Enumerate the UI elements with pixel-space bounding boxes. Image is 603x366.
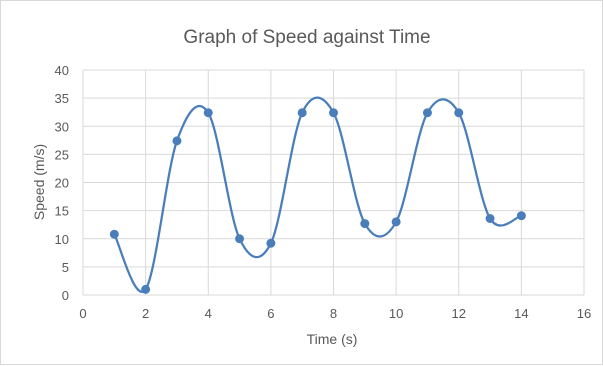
data-point [329,108,338,118]
data-point [297,108,307,118]
data-point [454,108,464,118]
x-tick-label: 16 [577,306,591,321]
data-point [360,219,370,229]
data-point [172,136,182,146]
x-axis-ticks: 0 2 4 6 8 10 12 14 16 [79,306,591,321]
y-tick-label: 20 [55,176,69,191]
y-tick-label: 40 [55,63,69,78]
x-tick-label: 0 [79,306,86,321]
y-tick-label: 30 [55,119,69,134]
data-points [109,108,526,294]
data-point [235,234,245,244]
x-tick-label: 4 [205,306,212,321]
x-tick-label: 8 [330,306,337,321]
chart-title: Graph of Speed against Time [183,27,430,48]
y-tick-label: 15 [55,204,69,219]
y-tick-label: 35 [55,91,69,106]
gridlines [82,69,585,296]
y-tick-label: 5 [62,260,69,275]
data-point [141,284,151,294]
data-point [516,211,526,221]
x-axis-title: Time (s) [307,331,358,347]
data-point [422,108,432,118]
y-tick-label: 25 [55,147,69,162]
x-tick-label: 2 [142,306,149,321]
data-point [203,108,213,118]
x-tick-label: 6 [267,306,274,321]
data-point [391,217,401,227]
data-point [485,214,495,223]
y-tick-label: 10 [55,232,69,247]
data-point [266,238,276,248]
x-tick-label: 14 [514,306,528,321]
data-point [109,229,119,239]
y-axis-title: Speed (m/s) [31,144,47,220]
x-tick-label: 12 [452,306,466,321]
y-axis-ticks: 0 5 10 15 20 25 30 35 40 [55,63,69,303]
series-line [113,96,522,293]
x-tick-label: 10 [389,306,403,321]
y-tick-label: 0 [62,288,69,303]
